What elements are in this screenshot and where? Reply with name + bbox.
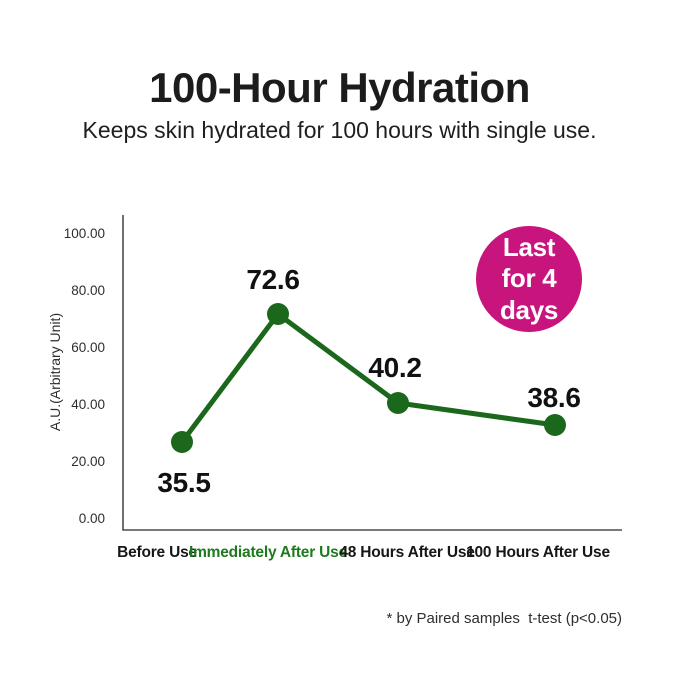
x-label-48-hours-after-use: 48 Hours After Use <box>339 544 475 561</box>
y-tick: 40.00 <box>71 397 105 412</box>
data-label: 35.5 <box>157 467 210 498</box>
badge-line: days <box>499 294 559 325</box>
y-tick: 100.00 <box>64 226 105 241</box>
last-for-4-days-badge: Last for 4 days <box>476 226 582 332</box>
chart-plot <box>171 303 566 453</box>
data-point <box>387 392 409 414</box>
data-label: 38.6 <box>527 382 580 413</box>
data-point <box>171 431 193 453</box>
data-point <box>544 414 566 436</box>
page-title: 100-Hour Hydration <box>149 64 530 111</box>
y-tick: 0.00 <box>79 511 105 526</box>
chart-axes <box>122 215 622 531</box>
y-tick: 60.00 <box>71 340 105 355</box>
data-label: 72.6 <box>246 264 299 295</box>
y-tick: 80.00 <box>71 283 105 298</box>
y-tick: 20.00 <box>71 454 105 469</box>
series-line <box>179 310 558 445</box>
badge-line: Last <box>502 232 556 263</box>
statistical-footnote: * by Paired samples t-test (p<0.05) <box>386 610 622 627</box>
x-label-before-use: Before Use <box>117 544 197 561</box>
x-label-100-hours-after-use: 100 Hours After Use <box>466 544 610 561</box>
x-label-immediately-after-use: Immediately After Use <box>189 544 348 561</box>
data-label: 40.2 <box>368 352 421 383</box>
y-axis-title: A.U.(Arbitrary Unit) <box>47 313 63 431</box>
page-subtitle: Keeps skin hydrated for 100 hours with s… <box>82 117 597 143</box>
data-point <box>267 303 289 325</box>
badge-line: for 4 <box>501 263 557 294</box>
